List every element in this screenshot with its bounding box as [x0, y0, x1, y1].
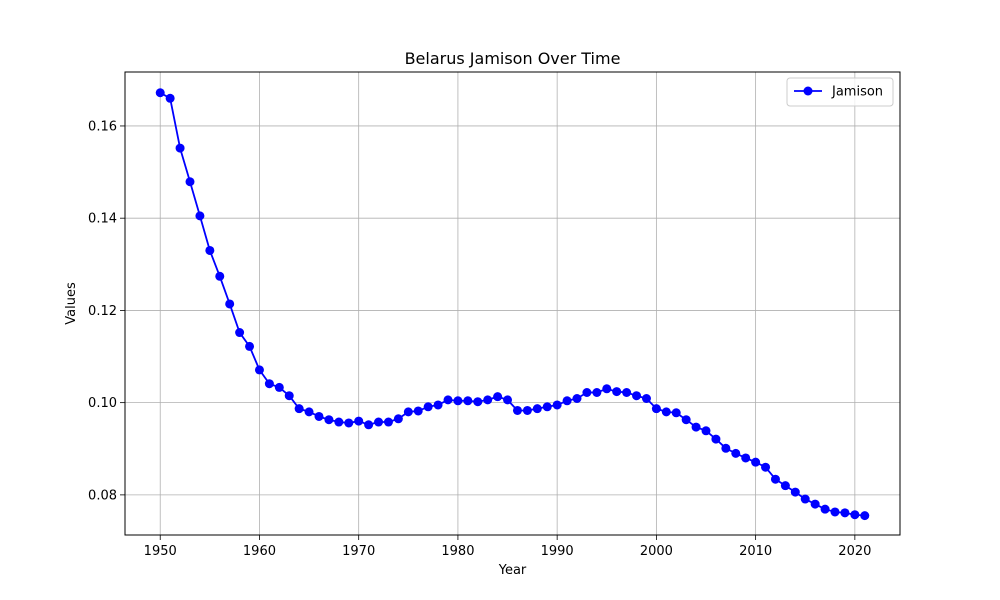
data-point [532, 404, 542, 414]
data-point [622, 388, 632, 397]
data-point [393, 414, 403, 424]
data-point [254, 365, 264, 375]
legend-label: Jamison [831, 85, 883, 100]
data-point [463, 396, 473, 406]
data-point [562, 396, 572, 406]
legend-box [786, 77, 894, 107]
data-point [185, 177, 195, 187]
data-point [235, 328, 245, 338]
data-point [810, 499, 820, 509]
data-point [582, 388, 592, 397]
data-point [572, 394, 582, 403]
data-point [433, 400, 443, 410]
x-tick-label: 1990 [541, 544, 574, 559]
x-tick-label: 1970 [342, 544, 375, 559]
data-point [334, 417, 344, 427]
data-point [383, 417, 393, 427]
data-point [701, 426, 711, 436]
data-point [274, 382, 284, 392]
data-point [284, 391, 294, 401]
data-point [602, 384, 612, 394]
data-point [324, 415, 334, 425]
data-point [195, 211, 205, 221]
x-tick-label: 2010 [739, 544, 772, 559]
data-point [354, 416, 364, 426]
series-layer [155, 88, 870, 521]
x-axis: 1950 1960 1970 1980 1990 2000 2010 2020 [144, 535, 871, 559]
data-point [711, 434, 721, 444]
data-point [175, 143, 185, 153]
y-tick-label: 0.14 [88, 212, 117, 227]
data-point [483, 395, 493, 405]
y-axis: 0.08 0.10 0.12 0.14 0.16 [88, 119, 125, 503]
data-point [552, 400, 562, 410]
data-point [264, 379, 274, 389]
data-point [314, 411, 324, 421]
data-point [344, 418, 354, 428]
data-point [800, 494, 810, 504]
data-point [503, 395, 513, 405]
data-point [592, 388, 602, 397]
data-point [830, 507, 840, 517]
data-point [205, 245, 215, 255]
data-point [751, 457, 761, 467]
y-tick-label: 0.08 [88, 488, 117, 503]
data-point [225, 299, 235, 309]
data-point [721, 443, 731, 453]
data-point [374, 417, 384, 427]
x-tick-label: 1980 [441, 544, 474, 559]
data-point [761, 462, 771, 472]
data-point [522, 405, 532, 415]
data-point [453, 396, 463, 406]
data-point [671, 408, 681, 418]
data-point [165, 93, 175, 103]
data-point [294, 404, 304, 414]
data-point [473, 397, 483, 407]
y-axis-label: Values [64, 282, 79, 325]
y-tick-label: 0.12 [88, 304, 117, 319]
x-axis-label: Year [498, 563, 527, 578]
data-point [512, 405, 522, 415]
data-point [850, 510, 860, 520]
y-tick-label: 0.10 [88, 396, 117, 411]
data-point [364, 420, 374, 430]
data-point [840, 508, 850, 518]
plot-frame [124, 71, 901, 536]
data-point [443, 395, 453, 405]
data-point [413, 406, 423, 416]
data-point [741, 453, 751, 463]
data-point [612, 387, 622, 397]
x-tick-label: 1950 [144, 544, 177, 559]
data-point [780, 481, 790, 491]
data-point [542, 402, 552, 412]
x-tick-label: 2020 [838, 544, 871, 559]
data-point [632, 391, 642, 401]
data-point [403, 407, 413, 417]
data-point [820, 504, 830, 514]
data-point [651, 404, 661, 414]
data-point [155, 88, 165, 98]
data-point [245, 341, 255, 351]
data-point [691, 422, 701, 432]
legend: Jamison [786, 77, 894, 107]
chart-title: Belarus Jamison Over Time [405, 49, 621, 68]
data-point [770, 474, 780, 484]
data-point [681, 415, 691, 425]
data-point [215, 271, 225, 281]
x-tick-label: 2000 [640, 544, 673, 559]
data-point [661, 407, 671, 417]
data-point [304, 407, 314, 417]
data-point [731, 448, 741, 458]
data-point [860, 511, 870, 521]
data-point [641, 394, 651, 403]
y-tick-label: 0.16 [88, 119, 117, 134]
data-point [493, 392, 503, 402]
x-tick-label: 1960 [243, 544, 276, 559]
data-point [423, 402, 433, 412]
grid [125, 72, 900, 535]
data-point [790, 487, 800, 497]
legend-marker-sample [803, 86, 813, 96]
